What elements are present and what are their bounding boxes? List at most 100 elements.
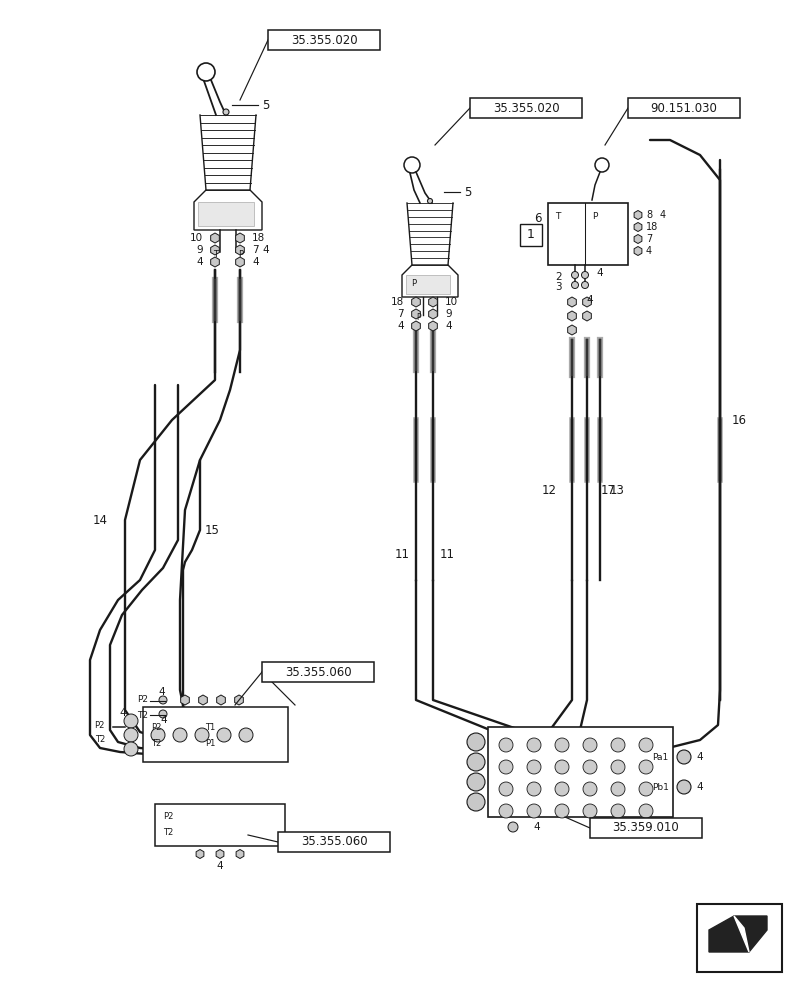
Text: P1: P1 [204, 738, 215, 747]
Text: 7: 7 [251, 245, 259, 255]
Polygon shape [633, 223, 642, 232]
Text: P2: P2 [163, 812, 174, 821]
Bar [155, 804, 285, 846]
Text: 4: 4 [397, 321, 404, 331]
Text: 4: 4 [695, 782, 702, 792]
Bar [519, 224, 541, 246]
Circle shape [581, 282, 588, 288]
Bar [198, 202, 254, 226]
Text: 13: 13 [609, 484, 624, 496]
Polygon shape [567, 325, 576, 335]
Circle shape [582, 804, 596, 818]
Text: 17: 17 [600, 484, 616, 496]
Bar [470, 98, 581, 118]
Text: 14: 14 [93, 514, 108, 526]
Text: 4: 4 [646, 246, 651, 256]
Bar [487, 727, 672, 817]
Circle shape [499, 804, 513, 818]
Circle shape [499, 782, 513, 796]
Polygon shape [567, 297, 576, 307]
Polygon shape [196, 849, 204, 858]
Circle shape [526, 804, 540, 818]
Circle shape [638, 760, 652, 774]
Circle shape [526, 782, 540, 796]
Text: 4: 4 [532, 822, 539, 832]
Polygon shape [234, 695, 243, 705]
Polygon shape [235, 233, 244, 243]
Text: 9: 9 [444, 309, 451, 319]
Text: 4: 4 [262, 245, 268, 255]
Text: 35.355.060: 35.355.060 [300, 835, 367, 848]
Circle shape [610, 760, 624, 774]
Text: 5: 5 [463, 186, 471, 199]
Bar [627, 98, 739, 118]
Circle shape [638, 738, 652, 752]
Circle shape [223, 109, 229, 115]
Circle shape [124, 714, 138, 728]
Text: T2: T2 [163, 828, 173, 837]
Circle shape [173, 728, 187, 742]
Text: 1: 1 [526, 229, 534, 241]
Circle shape [466, 773, 484, 791]
Text: P2: P2 [137, 696, 148, 704]
Circle shape [526, 738, 540, 752]
Text: 35.355.020: 35.355.020 [492, 102, 559, 115]
Text: P2: P2 [95, 720, 105, 729]
Circle shape [610, 738, 624, 752]
Text: 35.359.010: 35.359.010 [611, 821, 679, 834]
Polygon shape [582, 297, 590, 307]
Text: 10: 10 [444, 297, 457, 307]
Text: T2: T2 [95, 734, 105, 743]
Text: P: P [411, 279, 416, 288]
Text: 7: 7 [397, 309, 404, 319]
Text: 7: 7 [646, 234, 651, 244]
Bar [143, 707, 288, 762]
Circle shape [676, 750, 690, 764]
Text: 4: 4 [659, 210, 665, 220]
Polygon shape [708, 916, 766, 952]
Polygon shape [236, 849, 243, 858]
Polygon shape [582, 311, 590, 321]
Text: P: P [238, 250, 242, 259]
Circle shape [508, 822, 517, 832]
Polygon shape [235, 257, 244, 267]
Text: 4: 4 [196, 257, 203, 267]
Polygon shape [633, 246, 642, 255]
Polygon shape [633, 211, 642, 220]
Circle shape [427, 199, 432, 204]
Polygon shape [411, 309, 420, 319]
Text: T2: T2 [151, 738, 161, 747]
Text: 9: 9 [196, 245, 203, 255]
Text: 4: 4 [595, 268, 602, 278]
Text: 3: 3 [555, 282, 561, 292]
Circle shape [499, 738, 513, 752]
Text: 16: 16 [731, 414, 746, 426]
Text: 18: 18 [390, 297, 404, 307]
Polygon shape [217, 695, 225, 705]
Circle shape [124, 728, 138, 742]
Text: T1: T1 [204, 722, 215, 731]
Circle shape [466, 733, 484, 751]
Polygon shape [180, 695, 189, 705]
Text: Pb1: Pb1 [651, 782, 668, 791]
Circle shape [582, 782, 596, 796]
Polygon shape [633, 234, 642, 243]
Polygon shape [428, 309, 437, 319]
Circle shape [466, 793, 484, 811]
Circle shape [217, 728, 230, 742]
Bar [696, 904, 781, 972]
Circle shape [638, 782, 652, 796]
Text: 11: 11 [394, 548, 409, 562]
Polygon shape [411, 321, 420, 331]
Circle shape [676, 780, 690, 794]
Text: 90.151.030: 90.151.030 [650, 102, 717, 115]
Polygon shape [210, 245, 219, 255]
Text: 8: 8 [646, 210, 651, 220]
Circle shape [571, 282, 577, 288]
Circle shape [638, 804, 652, 818]
Polygon shape [567, 311, 576, 321]
Polygon shape [235, 245, 244, 255]
Circle shape [499, 760, 513, 774]
Circle shape [195, 728, 208, 742]
Polygon shape [210, 233, 219, 243]
